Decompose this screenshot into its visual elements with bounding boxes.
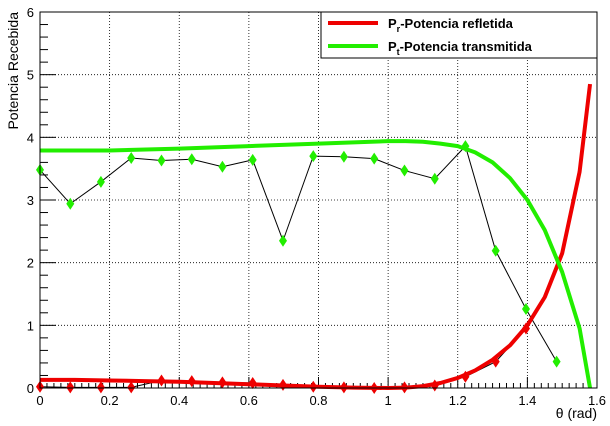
theory-curve-line [40,83,593,390]
y-tick-label: 1 [27,318,34,333]
y-tick-label: 2 [27,256,34,271]
y-tick-label: 0 [27,381,34,396]
data-point-marker [521,303,530,316]
data-point-marker [370,152,379,165]
x-tick-label: 1.2 [449,393,467,408]
y-tick-label: 6 [27,5,34,20]
legend: Pr-Potencia refletida Pt-Potencia transmi… [320,11,598,59]
data-point-marker [218,376,227,389]
data-point-marker [491,355,500,368]
plot-frame [39,11,598,389]
x-tick-label: 1 [385,393,392,408]
data-point-marker [309,380,318,393]
data-point-marker [157,374,166,387]
data-point-marker [96,175,105,188]
data-point-marker [339,150,348,163]
data-point-marker [187,153,196,166]
x-tick-label: 1.6 [588,393,606,408]
x-axis-label: θ (rad) [556,405,597,421]
data-point-marker [521,322,530,335]
series-layer [36,83,593,394]
data-point-marker [248,153,257,166]
data-point-marker [461,370,470,383]
x-tick-label: 0.8 [309,393,327,408]
x-tick-label: 0 [36,393,43,408]
y-tick-label: 3 [27,193,34,208]
legend-box [320,11,598,59]
data-point-marker [430,172,439,185]
data-point-marker [96,381,105,394]
data-point-marker [248,376,257,389]
legend-label: Pt-Potencia transmitida [388,39,533,57]
y-axis-label: Potencia Recebida [5,12,21,130]
x-tick-labels: 0 0.2 0.4 0.6 0.8 1 1.2 1.4 1.6 [36,393,606,408]
grid [40,12,597,388]
data-point-marker [187,375,196,388]
data-point-marker [400,164,409,177]
data-point-marker [339,381,348,394]
measured-connector-line [39,145,558,362]
data-point-marker [552,355,561,368]
data-point-marker [66,197,75,210]
data-point-marker [430,379,439,392]
y-tick-label: 5 [27,68,34,83]
data-point-marker [461,140,470,153]
y-tick-labels: 0 1 2 3 4 5 6 [27,5,34,396]
theory-curve-line [40,139,593,389]
data-point-marker [278,234,287,247]
data-point-marker [400,381,409,394]
data-point-marker [127,381,136,394]
y-tick-label: 4 [27,130,34,145]
data-point-marker [278,378,287,391]
legend-label: Pr-Potencia refletida [388,16,514,34]
data-point-marker [127,152,136,165]
x-tick-label: 0.4 [170,393,188,408]
data-point-marker [491,244,500,257]
data-point-marker [157,154,166,167]
x-tick-label: 0.6 [240,393,258,408]
data-point-marker [218,160,227,173]
x-tick-label: 1.4 [518,393,536,408]
data-point-marker [309,150,318,163]
data-point-marker [66,381,75,394]
axis-ticks [39,11,598,389]
x-tick-label: 0.2 [101,393,119,408]
